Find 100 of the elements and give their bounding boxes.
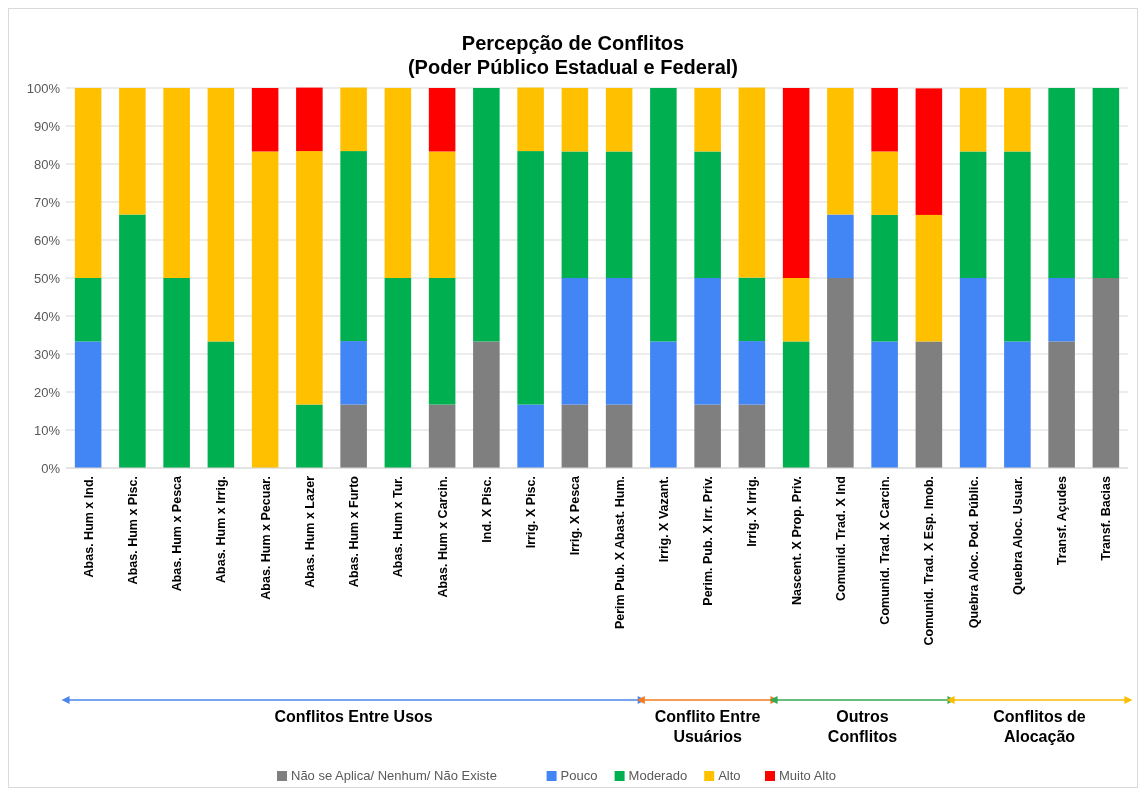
bar [428,88,456,152]
legend-label: Muito Alto [779,768,837,783]
y-tick-label: 70% [33,194,61,210]
bar [738,341,766,405]
bar [340,404,367,468]
bar [738,404,766,468]
bar [871,341,898,468]
text: Conflitos de Alocação [993,708,1086,745]
bar [296,87,323,152]
bar [340,341,367,405]
x-tick-label: Comunid. Trad. X Esp. Imob. [922,476,937,646]
x-tick-label: Transf. Bacias [1099,475,1114,561]
bar [163,88,190,278]
bar [517,87,544,152]
x-tick-label: Transf. Açudes [1055,475,1069,566]
bar [473,341,500,468]
x-tick-label: Nascent. X Prop. Priv. [789,476,804,605]
bar [517,151,544,405]
bar [650,88,677,342]
bar [207,341,235,468]
bar [74,278,102,342]
bar [119,214,146,468]
bar [959,151,987,278]
y-tick-label: 40% [33,308,61,324]
bar [1048,88,1075,278]
bar [561,404,589,468]
bar [605,404,633,468]
bar [650,341,677,468]
bar [207,88,235,342]
chart-subtitle: (Poder Público Estadual e Federal) [407,56,739,78]
y-tick-label: 10% [33,422,61,438]
bar [561,151,589,278]
bar [782,278,810,342]
bar [251,151,279,468]
x-tick-label: Perim. Pub. X Irr. Priv. [701,476,715,606]
bar [473,88,500,342]
text: Conflito Entre Usuários [654,708,761,745]
x-tick-label: Perim Pub. X Abast. Hum. [612,476,627,630]
bar [296,151,323,405]
bar [694,151,721,278]
bar [915,88,943,215]
bar [871,214,898,342]
x-tick-label: Abas. Hum x Furto [347,475,361,588]
bar [871,88,898,152]
x-tick-label: Ind. X Pisc. [479,476,494,543]
text: Conflitos Entre Usos [274,708,433,725]
bar [1004,341,1031,468]
x-tick-label: Quebra Aloc. Pod. Públic. [966,476,981,629]
bar [605,88,633,152]
x-tick-label: Abas. Hum x Irrig. [214,476,229,583]
bar [384,88,412,278]
x-tick-label: Comunid. Trad. X Ind [833,476,848,601]
bar [561,88,589,152]
bar [1004,151,1031,342]
bar [915,214,943,342]
bar [694,404,721,468]
x-tick-label: Abas. Hum x Pisc. [125,476,140,585]
bar [163,278,190,468]
x-tick-label: Quebra Aloc. Usuar. [1010,476,1025,596]
x-tick-label: Abas. Hum x Ind. [81,476,96,578]
x-tick-label: Abas. Hum x Carcin. [435,476,450,598]
x-tick-label: Irrig. X Vazant. [656,476,671,563]
bar [74,341,102,468]
y-tick-label: 0% [41,460,61,476]
legend-label: Pouco [560,768,598,783]
bar [738,87,766,278]
bar [959,88,987,152]
x-tick-label: Abas. Hum x Lazer [302,475,317,588]
x-tick-label: Comunid. Trad. X Carcin. [878,476,892,625]
y-tick-label: 60% [33,232,61,248]
x-tick-label: Irrig. X Pesca [568,474,583,556]
legend-label: Moderado [628,768,688,783]
bar [428,151,456,278]
bar [827,278,854,468]
bar [871,151,898,215]
bar [119,88,146,215]
y-tick-label: 90% [33,118,61,134]
bar [605,278,633,405]
bar [340,151,367,342]
bar [251,88,279,152]
bar [782,88,810,278]
bar [1092,278,1120,468]
chart-title: Percepção de Conflitos [461,32,685,54]
bar [1004,88,1031,152]
bar [428,278,456,405]
bar [1048,341,1075,468]
bar [340,87,367,152]
bar [959,278,987,468]
y-tick-label: 20% [33,384,61,400]
x-tick-label: Irrig. X Irrig. [745,476,760,547]
y-tick-label: 50% [33,270,61,286]
bar [74,88,102,278]
y-tick-label: 100% [26,80,61,96]
bar [296,404,323,468]
legend-label: Alto [718,768,741,783]
legend-label: Não se Aplica/ Nenhum/ Não Existe [291,768,497,783]
bar [694,278,721,405]
y-tick-label: 30% [33,346,61,362]
bar [694,88,721,152]
x-tick-label: Abas. Hum x Tur. [391,476,406,578]
